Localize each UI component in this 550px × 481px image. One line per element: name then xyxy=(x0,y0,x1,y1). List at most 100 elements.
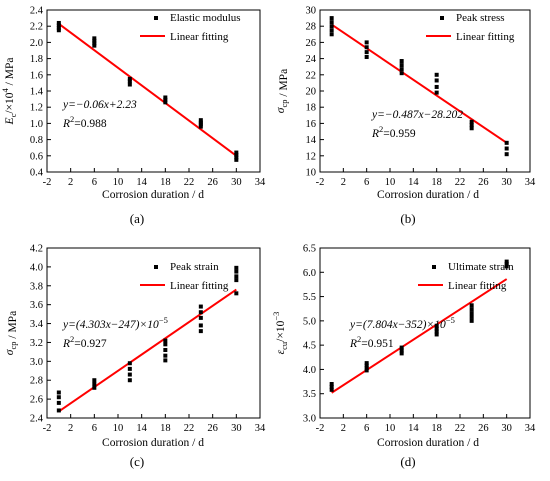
data-point xyxy=(163,342,168,347)
y-tick-label: 0.8 xyxy=(30,135,43,146)
x-axis-title: Corrosion duration / d xyxy=(102,437,204,449)
legend-label-fit: Linear fitting xyxy=(170,280,229,292)
y-axis-title-sub: cu xyxy=(279,341,289,350)
legend-label-points: Peak stress xyxy=(456,12,505,24)
y-axis-title-sub: cp xyxy=(279,99,289,107)
panel-b: -2 2 6 10 14 18 22 26 30 341012141618202224262830… xyxy=(275,6,536,227)
y-tick-label: 0.6 xyxy=(30,151,43,162)
y-tick-label: 1.2 xyxy=(30,103,43,114)
data-point xyxy=(234,150,239,155)
data-point xyxy=(56,23,61,28)
x-axis-title: Corrosion duration / d xyxy=(377,189,479,201)
data-point xyxy=(56,400,61,405)
x-tick-label: 26 xyxy=(478,177,489,188)
y-axis-title-mid: /×10 xyxy=(275,320,287,341)
data-point xyxy=(399,59,404,64)
x-tick-label: 14 xyxy=(408,423,419,434)
panel-label: (a) xyxy=(130,211,144,226)
plot-frame xyxy=(46,247,261,419)
x-tick-label: 10 xyxy=(113,423,124,434)
data-point xyxy=(434,329,439,334)
data-point xyxy=(434,78,439,83)
r-squared-exponent: 2 xyxy=(357,334,361,344)
x-tick-label: 2 xyxy=(68,423,73,434)
y-tick-label: 20 xyxy=(306,87,317,98)
y-axis-title-main: σ xyxy=(275,106,287,113)
data-point xyxy=(127,366,132,371)
data-point xyxy=(234,291,239,296)
y-tick-label: 5.5 xyxy=(303,292,316,303)
data-point xyxy=(469,311,474,316)
data-point xyxy=(434,323,439,328)
data-point xyxy=(163,353,168,358)
data-point xyxy=(234,265,239,270)
r-squared-value: =0.988 xyxy=(74,118,107,130)
y-axis-title: σcp / MPa xyxy=(275,69,290,113)
data-point xyxy=(56,395,61,400)
y-axis-title-tail: / MPa xyxy=(4,58,16,89)
data-point xyxy=(399,345,404,350)
y-axis-title: εcu/×10−3 xyxy=(271,312,289,355)
data-point xyxy=(198,310,203,315)
data-point xyxy=(364,368,369,373)
y-axis-title: Ec/×104 / MPa xyxy=(0,58,18,126)
legend-marker xyxy=(440,16,444,20)
data-point xyxy=(92,41,97,46)
data-point xyxy=(469,303,474,308)
r-squared-value: =0.959 xyxy=(383,128,416,140)
data-point xyxy=(504,146,509,151)
x-tick-label: 18 xyxy=(160,423,171,434)
r-squared-value: =0.951 xyxy=(361,338,394,350)
y-axis-title-main: σ xyxy=(4,348,16,355)
legend-label-fit: Linear fitting xyxy=(456,31,515,43)
x-tick-label: 14 xyxy=(136,177,147,188)
x-tick-label: 2 xyxy=(68,177,73,188)
data-point xyxy=(434,326,439,331)
y-axis-title-sup: 4 xyxy=(0,87,10,92)
y-tick-label: 2.8 xyxy=(30,376,43,387)
y-tick-label: 24 xyxy=(306,54,317,65)
data-point xyxy=(434,84,439,89)
data-point xyxy=(163,358,168,363)
y-tick-label: 28 xyxy=(306,22,317,33)
legend-marker xyxy=(154,265,158,269)
y-axis-title-sub: c xyxy=(8,113,18,117)
data-point xyxy=(56,20,61,25)
r-squared: R2=0.959 xyxy=(371,124,416,140)
regression-equation: y=(4.303x−247)×10−5 xyxy=(62,315,168,331)
y-tick-label: 2.4 xyxy=(30,6,44,17)
data-point xyxy=(56,28,61,33)
y-tick-label: 4.5 xyxy=(303,341,316,352)
x-tick-label: 18 xyxy=(431,423,442,434)
y-tick-label: 6.5 xyxy=(303,244,316,255)
data-point xyxy=(399,63,404,68)
r-squared-exponent: 2 xyxy=(70,114,74,124)
x-tick-label: 34 xyxy=(525,177,536,188)
data-point xyxy=(504,140,509,145)
r-squared-symbol: R xyxy=(62,338,70,350)
equation-text: y=(7.804x−352)×10 xyxy=(349,319,446,331)
y-tick-label: 4.0 xyxy=(30,262,43,273)
legend-marker xyxy=(432,265,436,269)
r-squared: R2=0.988 xyxy=(62,114,107,130)
y-tick-label: 30 xyxy=(306,6,317,17)
x-tick-label: 6 xyxy=(92,423,97,434)
data-point xyxy=(329,28,334,33)
data-point xyxy=(198,118,203,123)
data-point xyxy=(399,67,404,72)
data-point xyxy=(163,100,168,105)
data-point xyxy=(198,124,203,129)
data-point xyxy=(364,45,369,50)
y-tick-label: 3.5 xyxy=(303,389,316,400)
x-tick-label: 2 xyxy=(341,423,346,434)
x-tick-label: 30 xyxy=(231,177,242,188)
x-tick-label: 2 xyxy=(341,177,346,188)
x-tick-label: 22 xyxy=(184,423,195,434)
x-tick-label: 22 xyxy=(455,177,466,188)
y-axis-title-sub: cp xyxy=(8,341,18,349)
x-tick-label: 34 xyxy=(255,423,266,434)
y-tick-label: 3.4 xyxy=(30,319,44,330)
x-tick-label: 6 xyxy=(364,177,369,188)
data-point xyxy=(399,351,404,356)
